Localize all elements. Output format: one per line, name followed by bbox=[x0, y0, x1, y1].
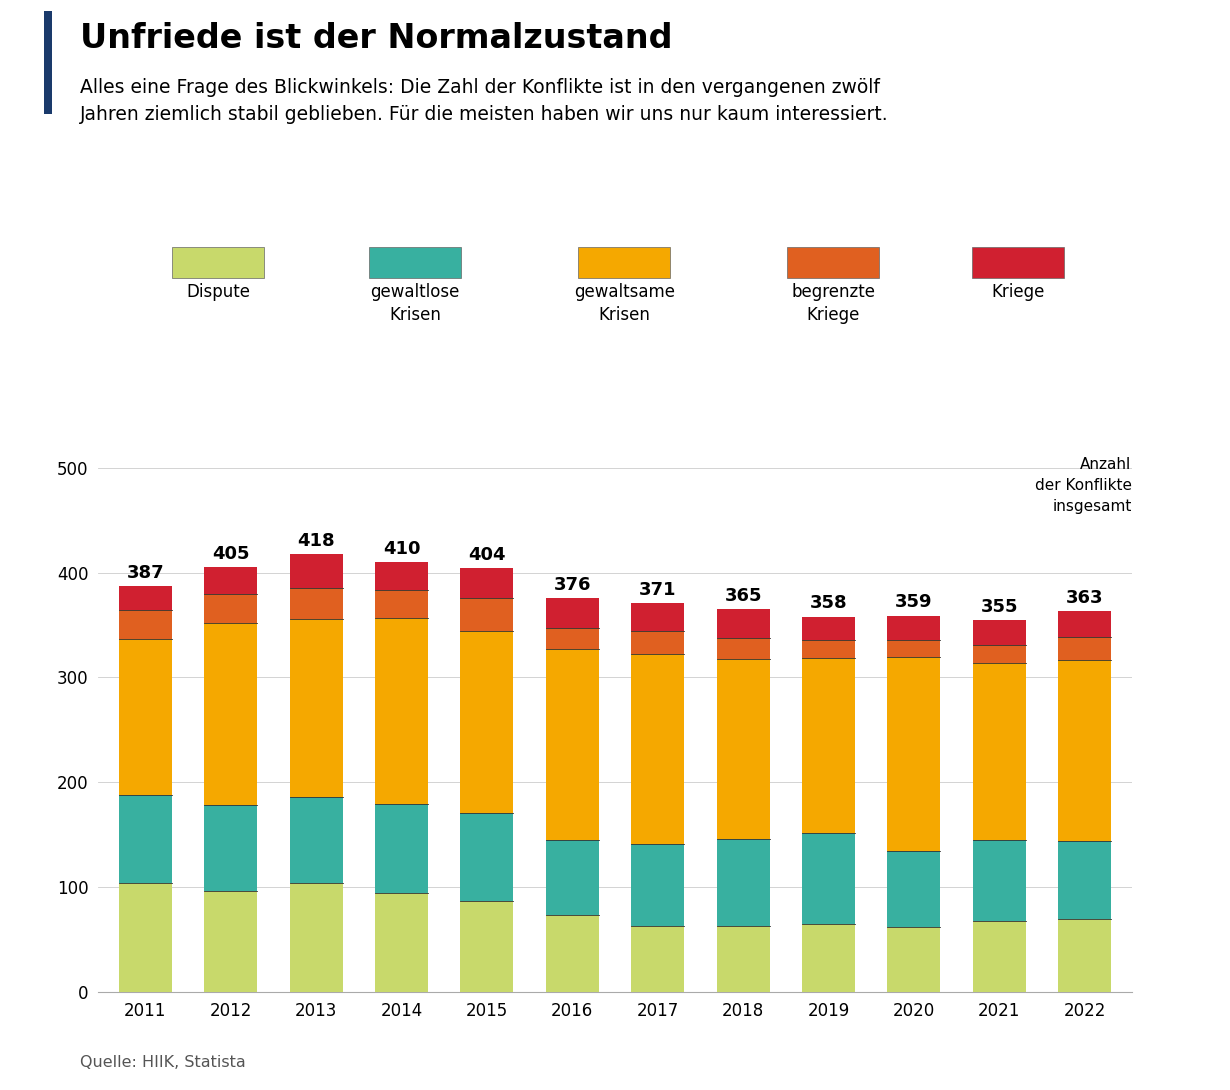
Bar bbox=[802, 617, 855, 640]
Bar bbox=[204, 892, 257, 992]
Bar bbox=[802, 640, 855, 657]
Bar bbox=[290, 589, 343, 619]
Bar bbox=[717, 638, 770, 658]
Bar bbox=[802, 924, 855, 992]
Bar bbox=[460, 569, 513, 597]
Text: 371: 371 bbox=[638, 581, 676, 598]
Bar bbox=[631, 844, 684, 925]
Bar bbox=[1058, 659, 1111, 841]
Text: Dispute: Dispute bbox=[186, 283, 251, 302]
Text: 359: 359 bbox=[895, 593, 932, 611]
Bar bbox=[460, 813, 513, 900]
Text: 376: 376 bbox=[554, 576, 592, 594]
Bar bbox=[717, 658, 770, 839]
Bar bbox=[290, 883, 343, 992]
Bar bbox=[460, 631, 513, 813]
Bar bbox=[973, 663, 1026, 840]
Bar bbox=[973, 921, 1026, 992]
Text: Anzahl
der Konflikte
insgesamt: Anzahl der Konflikte insgesamt bbox=[1034, 458, 1132, 514]
Bar bbox=[802, 833, 855, 924]
Bar bbox=[460, 900, 513, 992]
Bar bbox=[887, 926, 940, 992]
Bar bbox=[290, 797, 343, 883]
Text: gewaltlose
Krisen: gewaltlose Krisen bbox=[370, 283, 460, 324]
Text: 387: 387 bbox=[127, 565, 164, 582]
Bar bbox=[119, 883, 172, 992]
Bar bbox=[546, 597, 599, 628]
Bar bbox=[717, 839, 770, 925]
Bar bbox=[1058, 611, 1111, 637]
Bar bbox=[973, 620, 1026, 645]
Bar bbox=[375, 894, 428, 992]
Bar bbox=[631, 925, 684, 992]
Bar bbox=[460, 597, 513, 631]
Text: begrenzte
Kriege: begrenzte Kriege bbox=[791, 283, 876, 324]
Text: 355: 355 bbox=[980, 597, 1018, 616]
Text: Alles eine Frage des Blickwinkels: Die Zahl der Konflikte ist in den vergangenen: Alles eine Frage des Blickwinkels: Die Z… bbox=[80, 78, 888, 124]
Bar bbox=[375, 618, 428, 804]
Bar bbox=[717, 609, 770, 638]
Bar bbox=[887, 851, 940, 926]
Bar bbox=[887, 656, 940, 851]
Bar bbox=[119, 610, 172, 639]
Bar bbox=[717, 925, 770, 992]
Bar bbox=[802, 657, 855, 833]
Bar bbox=[546, 916, 599, 992]
Bar bbox=[375, 591, 428, 618]
Text: 404: 404 bbox=[469, 546, 506, 565]
Text: 418: 418 bbox=[298, 532, 335, 549]
Bar bbox=[290, 554, 343, 589]
Bar bbox=[546, 840, 599, 916]
Bar bbox=[631, 654, 684, 844]
Text: 358: 358 bbox=[809, 594, 847, 613]
Bar bbox=[119, 795, 172, 883]
Bar bbox=[631, 603, 684, 631]
Bar bbox=[887, 616, 940, 640]
Text: Quelle: HIIK, Statista: Quelle: HIIK, Statista bbox=[80, 1055, 246, 1070]
Text: Kriege: Kriege bbox=[991, 283, 1044, 302]
Bar bbox=[204, 568, 257, 594]
Text: gewaltsame
Krisen: gewaltsame Krisen bbox=[573, 283, 675, 324]
Text: 405: 405 bbox=[212, 545, 250, 564]
Bar bbox=[119, 639, 172, 795]
Bar bbox=[631, 631, 684, 654]
Bar bbox=[119, 586, 172, 610]
Bar bbox=[204, 594, 257, 623]
Bar bbox=[546, 650, 599, 840]
Bar bbox=[887, 640, 940, 656]
Text: 410: 410 bbox=[383, 540, 421, 558]
Bar bbox=[375, 804, 428, 894]
Bar bbox=[204, 806, 257, 892]
Bar bbox=[1058, 919, 1111, 992]
Bar bbox=[973, 645, 1026, 663]
Bar bbox=[1058, 637, 1111, 659]
Bar bbox=[973, 840, 1026, 921]
Bar bbox=[1058, 841, 1111, 919]
Text: 363: 363 bbox=[1066, 590, 1103, 607]
Bar bbox=[546, 628, 599, 650]
Bar bbox=[204, 623, 257, 806]
Text: 365: 365 bbox=[724, 588, 761, 605]
Bar bbox=[375, 562, 428, 591]
Bar bbox=[290, 619, 343, 797]
Text: Unfriede ist der Normalzustand: Unfriede ist der Normalzustand bbox=[80, 22, 673, 54]
